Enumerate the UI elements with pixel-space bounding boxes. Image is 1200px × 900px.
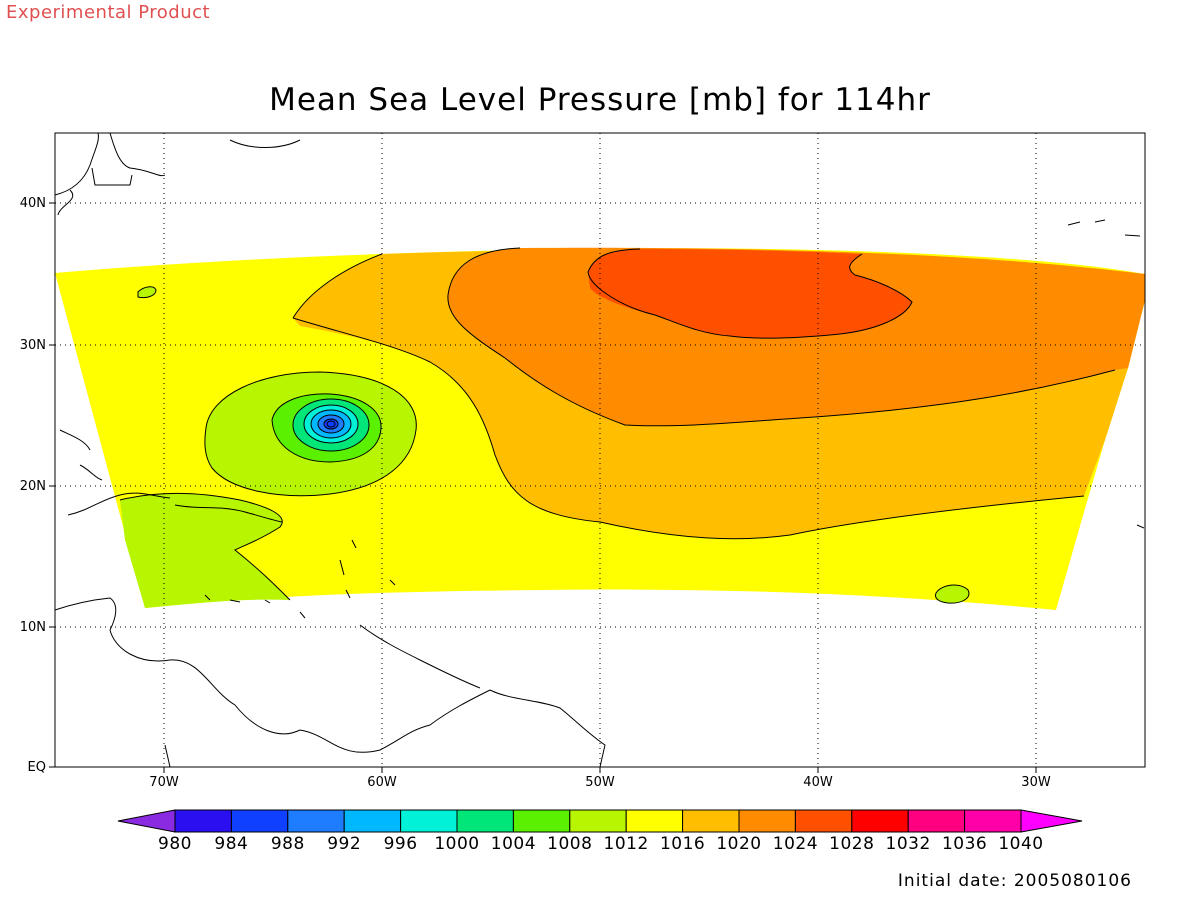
colorbar-label: 1028 — [829, 834, 875, 854]
lon-label-40w: 40W — [803, 775, 833, 790]
colorbar-swatch — [230, 809, 289, 833]
colorbar-label: 984 — [214, 834, 249, 854]
colorbar-label: 992 — [327, 834, 362, 854]
colorbar-label: 996 — [383, 834, 418, 854]
colorbar-label: 1016 — [659, 834, 706, 854]
colorbar-swatch — [400, 809, 458, 833]
contour-area-1024 — [588, 249, 912, 339]
colorbar-swatch — [738, 809, 796, 833]
lat-label-30n: 30N — [19, 338, 46, 353]
lon-label-60w: 60W — [367, 775, 397, 790]
colorbar-swatch — [569, 809, 627, 833]
lon-label-50w: 50W — [585, 775, 615, 790]
graticule — [55, 133, 1145, 767]
colorbar-arrow-low — [117, 809, 176, 833]
colorbar-swatch — [456, 809, 514, 833]
contour-area-1008-small — [138, 286, 156, 298]
contour-lines — [119, 247, 1116, 604]
colorbar-swatch — [964, 809, 1022, 833]
lat-label-eq: EQ — [27, 760, 46, 775]
colorbar-swatch — [512, 809, 571, 833]
colorbar-swatch — [343, 809, 402, 833]
lon-label-70w: 70W — [149, 775, 179, 790]
lat-label-20n: 20N — [19, 479, 46, 494]
colorbar-label: 1024 — [772, 834, 819, 854]
colorbar-swatch — [287, 809, 345, 833]
colorbar-swatch — [625, 809, 684, 833]
colorbar — [117, 809, 1083, 833]
colorbar-label: 1004 — [490, 834, 537, 854]
colorbar-swatch — [174, 809, 232, 833]
colorbar-swatch — [682, 809, 740, 833]
contour-area-1008-east — [935, 584, 969, 604]
colorbar-label: 1040 — [998, 834, 1044, 854]
initial-date: Initial date: 2005080106 — [897, 871, 1132, 891]
map-fields — [55, 247, 1145, 610]
colorbar-label: 1012 — [603, 834, 649, 854]
lat-label-40n: 40N — [19, 196, 46, 211]
colorbar-label: 1008 — [547, 834, 593, 854]
axis-ticks — [49, 202, 1037, 773]
contour-area-1008 — [120, 493, 290, 608]
coastlines — [54, 132, 1145, 768]
colorbar-label: 1036 — [941, 834, 988, 854]
colorbar-label: 980 — [158, 834, 192, 854]
colorbar-arrow-high — [1020, 809, 1083, 833]
colorbar-swatch — [851, 809, 909, 833]
lon-label-30w: 30W — [1021, 775, 1051, 790]
lat-label-10n: 10N — [19, 620, 46, 635]
colorbar-label: 1020 — [716, 834, 762, 854]
colorbar-label: 988 — [270, 834, 305, 854]
experimental-product-banner: Experimental Product — [6, 2, 211, 23]
colorbar-label: 1000 — [434, 834, 480, 854]
colorbar-label: 1032 — [885, 834, 931, 854]
map-title: Mean Sea Level Pressure [mb] for 114hr — [269, 82, 931, 118]
colorbar-swatch — [907, 809, 966, 833]
colorbar-swatch — [794, 809, 853, 833]
